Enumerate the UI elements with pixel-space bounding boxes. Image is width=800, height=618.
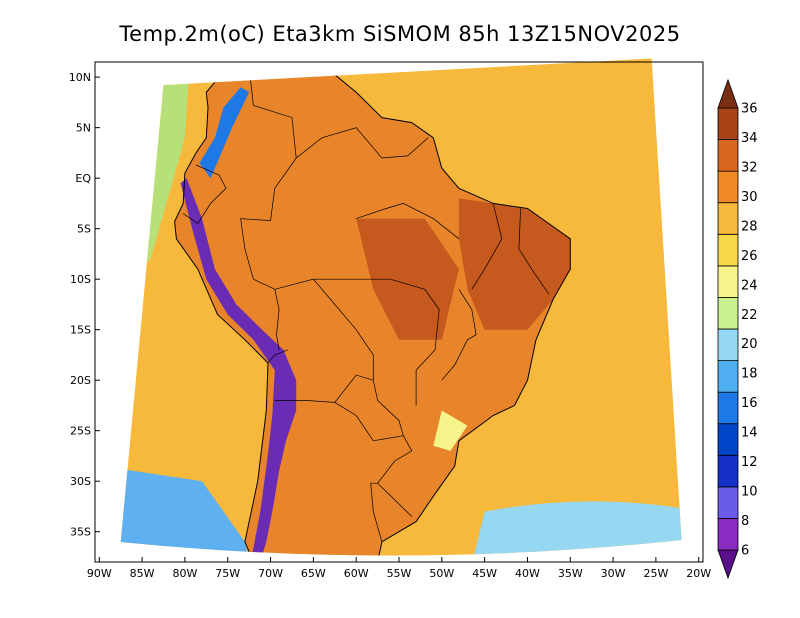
colorbar-label: 36	[741, 102, 758, 117]
lat-tick-label: 5S	[77, 223, 91, 236]
colorbar-label: 18	[741, 367, 758, 382]
colorbar-label: 14	[741, 426, 758, 441]
colorbar-swatch	[717, 107, 739, 141]
lon-tick-label: 50W	[429, 567, 454, 580]
lon-tick-label: 40W	[515, 567, 540, 580]
colorbar-label: 12	[741, 455, 758, 470]
cool-south-ocean-band	[120, 450, 262, 556]
colorbar-label: 16	[741, 396, 758, 411]
border-line	[518, 208, 550, 295]
colorbar-label: 6	[741, 544, 749, 559]
border-line	[248, 67, 297, 159]
border-line	[334, 402, 404, 442]
colorbar-label: 28	[741, 219, 758, 234]
colorbar-swatch	[717, 328, 739, 362]
colorbar-swatch	[717, 265, 739, 298]
lat-tick-label: 30S	[70, 475, 91, 488]
border-line	[356, 203, 460, 240]
lat-tick-label: 5N	[76, 122, 91, 135]
lat-tick-label: 15S	[70, 324, 91, 337]
border-line	[183, 164, 227, 225]
lat-tick-label: 20S	[70, 374, 91, 387]
colorbar-swatch	[717, 139, 739, 172]
lon-tick-label: 60W	[344, 567, 369, 580]
continent-outline	[174, 58, 571, 556]
colorbar-swatch	[717, 391, 739, 425]
colorbar-swatch	[717, 486, 739, 519]
lon-tick-label: 80W	[172, 567, 197, 580]
lon-tick-label: 30W	[601, 567, 626, 580]
cool-south-atlantic-band	[458, 501, 682, 556]
temperature-colorbar: 6 8 10 12 14 16 18 20 22 24 26 28 30 32 34 36	[717, 78, 758, 580]
lat-tick-label: 10N	[69, 71, 91, 84]
lon-tick-label: 65W	[301, 567, 326, 580]
map-title: Temp.2m(oC) Eta3km SiSMOM 85h 13Z15NOV20…	[118, 22, 680, 46]
cool-southern-brazil-patch	[433, 410, 468, 451]
colorbar-swatch	[717, 423, 739, 456]
lon-tick-label: 25W	[643, 567, 668, 580]
border-line	[372, 354, 404, 436]
colorbar-label: 22	[741, 308, 758, 323]
lat-tick-label: EQ	[75, 172, 91, 185]
colorbar-swatch	[717, 518, 739, 551]
colorbar-min-arrow	[717, 549, 739, 580]
colorbar-swatch	[717, 360, 739, 393]
border-line	[267, 349, 288, 364]
colorbar-label: 32	[741, 160, 758, 175]
border-line	[441, 289, 477, 381]
map-frame	[94, 61, 704, 563]
colorbar-label: 34	[741, 131, 758, 146]
border-line	[240, 218, 374, 356]
country-state-borders	[183, 67, 550, 542]
colorbar-swatch	[717, 170, 739, 204]
colorbar-label: 30	[741, 190, 758, 205]
longitude-axis: 90W 85W 80W 75W 70W 65W 60W 55W 50W 45W 40W 35W 30W 2…	[87, 557, 711, 580]
lon-tick-label: 85W	[130, 567, 155, 580]
border-line	[370, 482, 383, 542]
colorbar-label: 20	[741, 337, 758, 352]
border-line	[274, 289, 280, 350]
lat-tick-label: 35S	[70, 526, 91, 539]
colorbar-swatch	[717, 296, 739, 330]
latitude-axis: 10N 5N EQ 5S 10S 15S 20S 25S 30S 35S	[69, 71, 100, 539]
lon-tick-label: 45W	[472, 567, 497, 580]
border-line	[471, 203, 503, 290]
colorbar-swatch	[717, 233, 739, 267]
andes-cold-band	[180, 178, 297, 556]
border-line	[390, 278, 440, 406]
border-line	[377, 435, 413, 517]
lon-tick-label: 20W	[686, 567, 711, 580]
hot-central-brazil-region	[356, 218, 459, 340]
lon-tick-label: 35W	[558, 567, 583, 580]
lat-tick-label: 25S	[70, 425, 91, 438]
colorbar-label: 24	[741, 278, 758, 293]
colorbar-swatch	[717, 202, 739, 235]
colorbar-label: 26	[741, 249, 758, 264]
north-andes-cold-band	[199, 87, 250, 179]
hot-nordeste-region	[458, 198, 571, 330]
colorbar-label: 10	[741, 485, 758, 500]
lat-tick-label: 10S	[70, 273, 91, 286]
lon-tick-label: 75W	[215, 567, 240, 580]
border-line	[240, 127, 429, 221]
colorbar-max-arrow	[717, 78, 739, 109]
lon-tick-label: 90W	[87, 567, 112, 580]
colorbar-swatch	[717, 454, 739, 488]
lon-tick-label: 55W	[387, 567, 412, 580]
colorbar-label: 8	[741, 514, 749, 529]
lon-tick-label: 70W	[258, 567, 283, 580]
